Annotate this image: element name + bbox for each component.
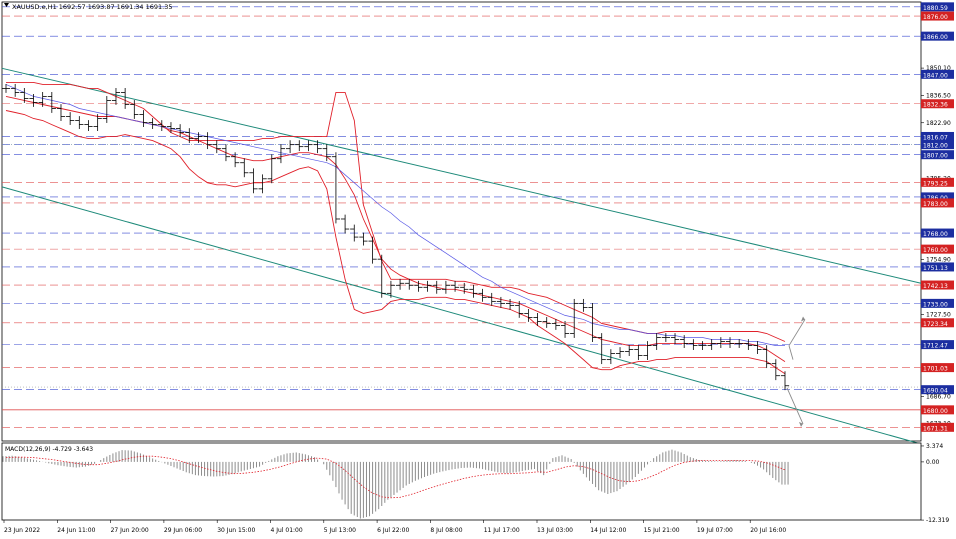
price-tag [921,192,954,202]
price-tag-label: 1786.00 [923,195,948,202]
price-tag [921,422,954,432]
up-arrow-back [788,345,794,360]
trend-channel [1,67,922,445]
price-tag [921,99,954,109]
bb_lower-line [5,110,786,375]
price-tag [921,2,954,12]
price-tag [921,318,954,328]
price-tag [921,11,954,21]
x-tick-label: 4 Jul 01:00 [271,527,303,534]
price-tag-label: 1783.00 [923,201,948,208]
x-tick-label: 14 Jul 12:00 [590,527,626,534]
lower-channel-line [1,186,922,445]
macd-panel: 3.374 0.00 -12.319 [1,442,949,524]
price-tag [921,150,954,160]
x-tick-label: 8 Jul 08:00 [430,527,462,534]
x-tick-label: 11 Jul 17:00 [484,527,520,534]
price-tag-label: 1690.04 [923,388,948,395]
main-plot-frame [1,1,922,442]
price-tag [921,198,954,208]
x-tick-label: 19 Jul 07:00 [697,527,733,534]
price-tag-label: 1866.00 [923,34,948,41]
price-tag-label: 1671.31 [923,425,948,432]
price-tag [921,340,954,350]
price-tag [921,280,954,290]
price-tag [921,405,954,415]
price-tag [921,140,954,150]
ma_blue-line [5,84,785,346]
price-tag [921,363,954,373]
price-tag [921,262,954,272]
x-tick-label: 24 Jun 11:00 [57,527,95,534]
y-tick-label: 1836.50 [926,92,951,99]
projection-arrows [786,316,806,427]
price-tag-label: 1760.00 [923,247,948,254]
price-tag [921,131,954,141]
macd-y-label: 0.00 [926,459,940,466]
macd-frame [1,442,922,521]
price-tag-label: 1812.00 [923,143,948,150]
x-tick-label: 5 Jul 13:00 [324,527,356,534]
y-tick-label: 1850.10 [926,65,951,72]
y-tick-label: 1727.50 [926,311,951,318]
x-tick-label: 13 Jul 03:00 [537,527,573,534]
down-arrow [786,387,804,425]
horizontal-levels [2,6,921,428]
price-tag [921,228,954,238]
price-tag-label: 1712.47 [923,343,948,350]
price-tag-label: 1680.00 [923,408,948,415]
time-axis: 23 Jun 2022 24 Jun 11:00 27 Jun 20:00 29 Ju… [3,520,786,534]
chart-title: XAUUSD.e,H1 1692.57 1693.87 1691.34 1691… [12,3,172,11]
x-tick-label: 23 Jun 2022 [4,527,40,534]
price-tag-label: 1742.13 [923,283,948,290]
macd-title: MACD(12,26,9) -4.729 -3.643 [5,446,93,453]
x-tick-label: 15 Jul 21:00 [644,527,680,534]
x-tick-label: 30 Jun 15:00 [217,527,255,534]
up-arrow-head [801,316,805,322]
macd-y-label: -12.319 [926,517,949,524]
x-tick-label: 29 Jun 06:00 [164,527,202,534]
up-arrow [788,319,806,346]
price-tag [921,177,954,187]
collapse-triangle-icon [4,3,9,7]
price-tag-label: 1847.00 [923,72,948,79]
price-tag-label: 1876.00 [923,14,948,21]
main-plot-area [1,1,922,442]
price-tag-label: 1793.25 [923,180,948,187]
price-tag-label: 1880.59 [923,5,948,12]
price-tag-label: 1832.36 [923,102,948,109]
down-arrow-head [799,421,803,427]
macd-y-label: 3.374 [926,443,943,450]
price-tag-label: 1751.13 [923,265,948,272]
price-tag-label: 1701.03 [923,366,948,373]
x-tick-label: 20 Jul 16:00 [750,527,786,534]
price-tag-label: 1807.00 [923,153,948,160]
upper-channel-line [1,67,922,284]
price-tag [921,69,954,79]
price-series [5,81,786,375]
price-tag [921,31,954,41]
y-tick-label: 1754.90 [926,256,951,263]
price-tag-label: 1768.00 [923,231,948,238]
price-tag [921,298,954,308]
price-tag-label: 1723.34 [923,321,948,328]
x-tick-label: 27 Jun 20:00 [111,527,149,534]
y-tick-label: 1822.90 [926,120,951,127]
price-tag-label: 1733.00 [923,301,948,308]
price-tag-label: 1816.07 [923,134,948,141]
x-tick-label: 6 Jul 22:00 [377,527,409,534]
price-tag [921,244,954,254]
price-bars [1,83,790,391]
y-tick-label: 1686.70 [926,393,951,400]
price-tag [921,385,954,395]
